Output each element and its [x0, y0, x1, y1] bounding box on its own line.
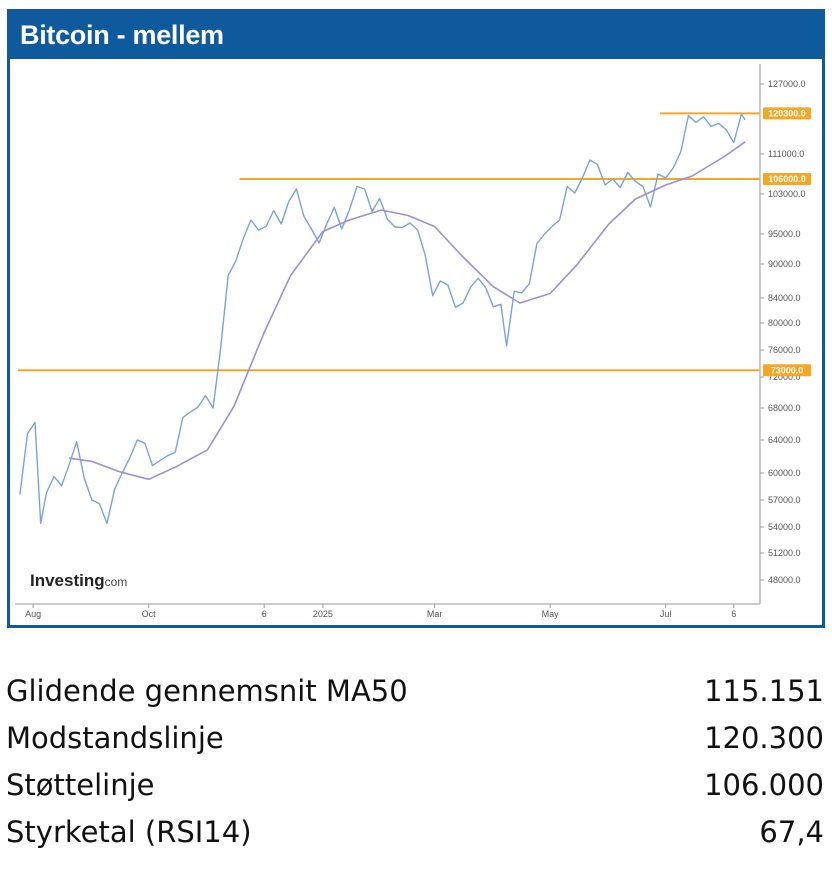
price-line: [19, 113, 746, 525]
stat-label: Modstandslinje: [6, 721, 224, 755]
y-tick-label: 80000.0: [768, 318, 801, 328]
y-tick-label: 57000.0: [768, 495, 801, 505]
stat-row-resistance: Modstandslinje 120.300: [6, 721, 824, 768]
x-tick-label: 6: [731, 609, 736, 619]
y-tick-label: 60000.0: [768, 468, 801, 478]
stat-value: 106.000: [704, 768, 824, 802]
level-tag: [763, 173, 811, 185]
investing-logo: Investingcom: [30, 571, 127, 590]
stat-value: 120.300: [704, 721, 824, 755]
chart-panel: Bitcoin - mellem: [7, 9, 825, 628]
x-tick-label: Aug: [25, 609, 41, 619]
stat-row-rsi: Styrketal (RSI14) 67,4: [6, 815, 824, 862]
stat-value: 67,4: [759, 815, 824, 849]
x-tick-label: 6: [262, 609, 267, 619]
y-tick-label: 111000.0: [768, 149, 804, 159]
stat-row-ma50: Glidende gennemsnit MA50 115.151: [6, 674, 824, 721]
moving-average-line: [68, 141, 746, 481]
stat-label: Styrketal (RSI14): [6, 815, 252, 849]
x-tick-label: Mar: [427, 609, 443, 619]
y-tick-label: 68000.0: [768, 403, 801, 413]
stats-table: Glidende gennemsnit MA50 115.151 Modstan…: [6, 674, 824, 862]
y-tick-label: 51200.0: [768, 548, 801, 558]
level-tag-label: 106000.0: [768, 174, 806, 184]
y-tick-label: 90000.0: [768, 259, 801, 269]
y-tick-label: 103000.0: [768, 189, 806, 199]
x-tick-label: 2025: [313, 609, 333, 619]
panel-title: Bitcoin - mellem: [20, 20, 224, 50]
stat-label: Glidende gennemsnit MA50: [6, 674, 408, 708]
level-tag-label: 73000.0: [771, 365, 804, 375]
y-tick-label: 95000.0: [768, 229, 801, 239]
level-tag-label: 120300.0: [768, 108, 806, 118]
stat-label: Støttelinje: [6, 768, 155, 802]
y-tick-label: 84000.0: [768, 293, 801, 303]
price-chart: 127000.0 111000.0 103000.0 95000.0 90000.0 84…: [15, 64, 811, 619]
y-tick-label: 48000.0: [768, 575, 801, 585]
y-tick-label: 76000.0: [768, 345, 801, 355]
x-tick-label: May: [542, 609, 560, 619]
x-tick-label: Jul: [660, 609, 672, 619]
y-tick-label: 54000.0: [768, 522, 801, 532]
panel-header: Bitcoin - mellem: [10, 12, 822, 59]
y-tick-label: 72000.0: [768, 372, 801, 382]
stat-value: 115.151: [704, 674, 824, 708]
y-tick-label: 127000.0: [768, 79, 806, 89]
level-tag: [763, 107, 811, 120]
x-tick-label: Oct: [142, 609, 157, 619]
level-tag: [763, 364, 811, 377]
y-tick-label: 64000.0: [768, 435, 801, 445]
stat-row-support: Støttelinje 106.000: [6, 768, 824, 815]
